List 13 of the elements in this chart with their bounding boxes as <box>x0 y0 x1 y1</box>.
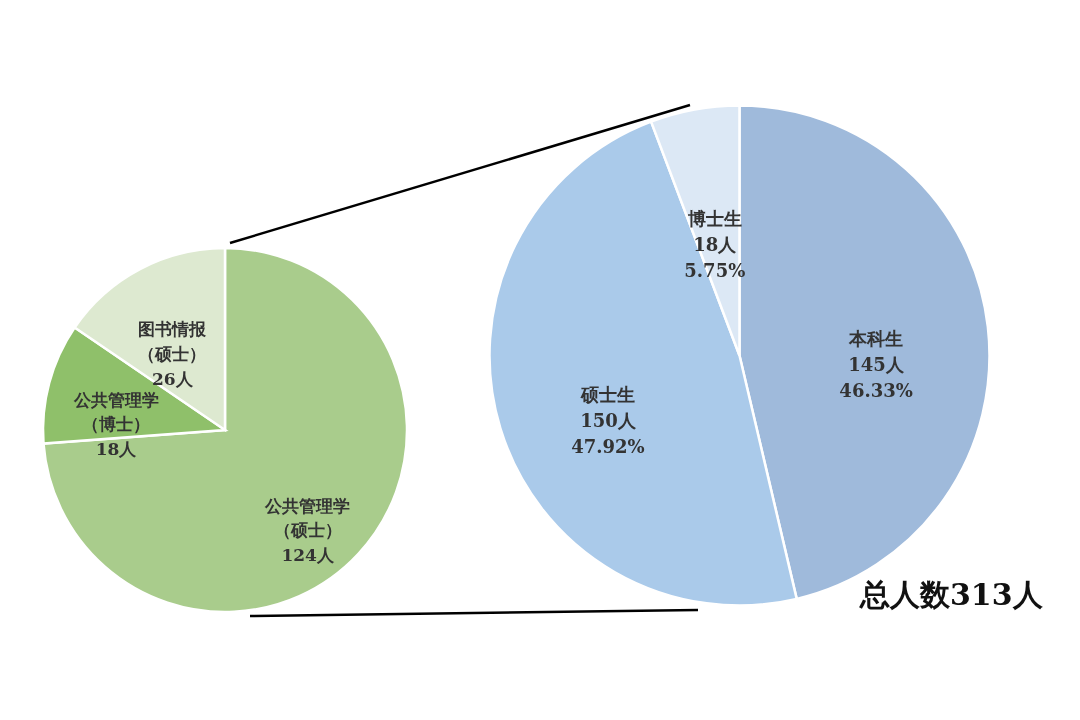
data-label: 18人 5.75% <box>684 234 746 282</box>
slice-label: 本科生 <box>848 327 904 349</box>
data-label: 150人 47.92% <box>571 409 645 457</box>
slice-label: 图书情报（硕士） <box>138 319 208 364</box>
slice-label: 公共管理学（硕士） <box>264 495 351 541</box>
data-label: 145人 46.33% <box>839 353 913 401</box>
slice-label: 博士生 <box>686 208 742 230</box>
slice-label: 公共管理学（博士） <box>72 389 159 435</box>
data-label: 26人 <box>151 368 194 389</box>
data-label: 18人 <box>95 439 138 460</box>
slice-label: 硕士生 <box>579 383 635 405</box>
data-label: 124人 <box>281 545 335 566</box>
text: 总人数313人 <box>860 576 1043 614</box>
